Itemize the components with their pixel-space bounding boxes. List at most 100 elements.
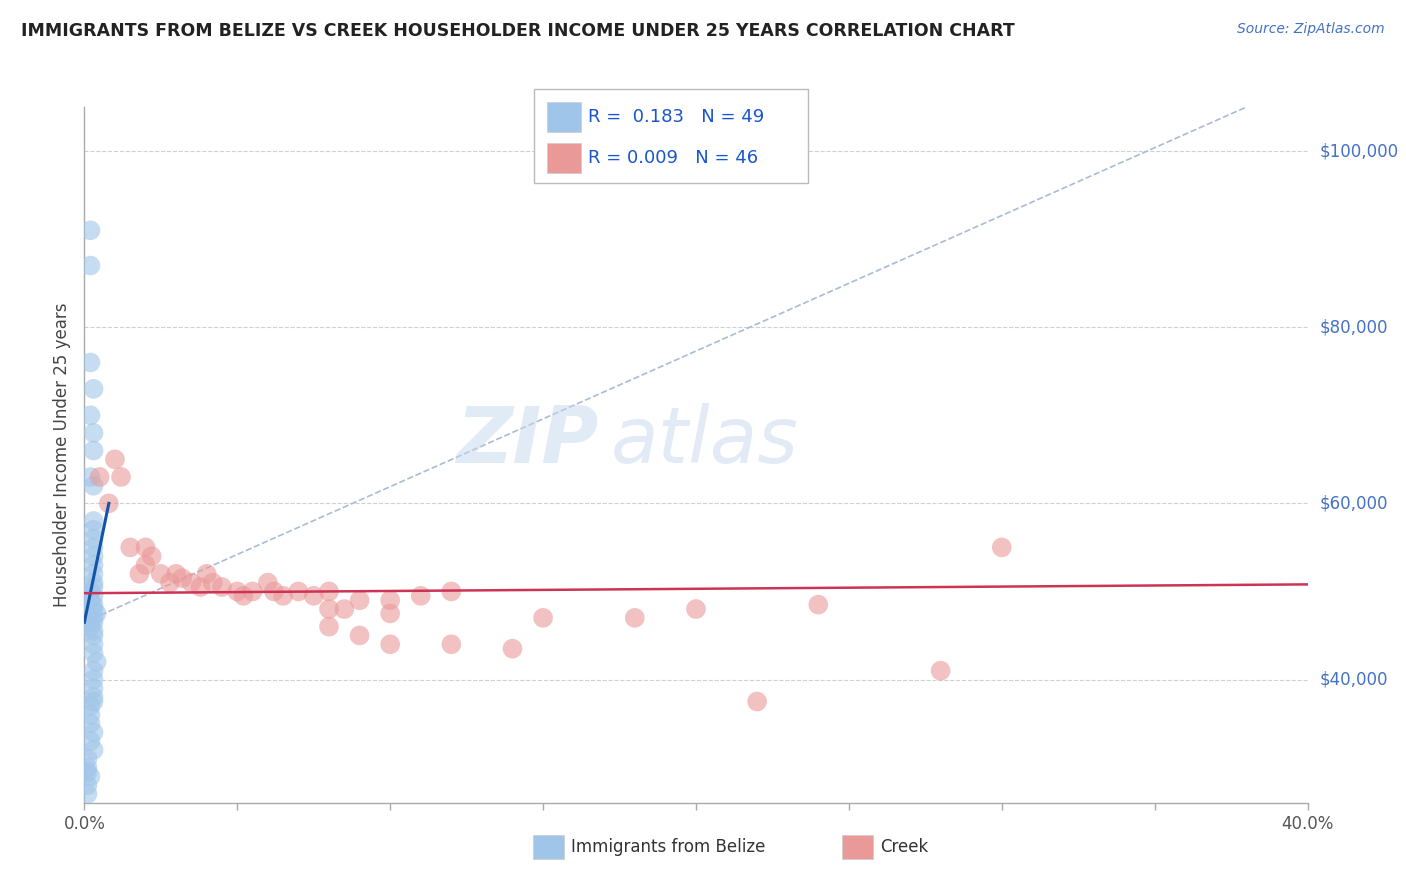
Text: atlas: atlas (610, 403, 799, 479)
Point (79, 734, 101, 748)
Point (83, 425, 105, 440)
Point (83, 673, 105, 687)
Point (409, 589, 432, 603)
Point (89, 470, 111, 484)
Text: ZIP: ZIP (456, 403, 598, 479)
Point (76, 764, 98, 779)
Point (318, 584, 340, 599)
Point (271, 589, 294, 603)
Point (380, 593, 402, 607)
Point (807, 598, 830, 612)
Point (79, 698, 101, 713)
Point (79, 769, 101, 783)
Point (685, 602, 707, 616)
Point (79, 259, 101, 273)
Point (333, 602, 356, 616)
Point (135, 541, 157, 555)
Text: $40,000: $40,000 (1320, 671, 1388, 689)
Point (79, 470, 101, 484)
Point (83, 549, 105, 564)
Point (83, 743, 105, 757)
Point (79, 409, 101, 423)
Point (83, 532, 105, 546)
Point (83, 664, 105, 678)
Point (79, 584, 101, 599)
Point (318, 620, 340, 634)
Point (180, 575, 202, 590)
Point (76, 761, 98, 775)
Point (83, 681, 105, 696)
Point (83, 646, 105, 660)
Point (349, 628, 371, 642)
Point (83, 479, 105, 493)
Text: $80,000: $80,000 (1320, 318, 1388, 336)
Point (190, 580, 212, 594)
Point (302, 589, 325, 603)
Point (747, 694, 769, 708)
Point (83, 580, 105, 594)
Point (83, 523, 105, 537)
Point (79, 707, 101, 722)
Text: R = 0.009   N = 46: R = 0.009 N = 46 (588, 149, 758, 167)
Point (83, 725, 105, 739)
Point (128, 566, 150, 581)
Point (120, 541, 142, 555)
Point (97, 496, 120, 510)
Point (83, 514, 105, 528)
Point (83, 628, 105, 642)
Point (287, 584, 309, 599)
Point (531, 611, 554, 625)
Text: R =  0.183   N = 49: R = 0.183 N = 49 (588, 108, 763, 126)
Point (318, 602, 340, 616)
Point (159, 575, 181, 590)
Point (165, 566, 187, 581)
Point (929, 664, 952, 678)
Y-axis label: Householder Income Under 25 years: Householder Income Under 25 years (53, 302, 72, 607)
Point (211, 580, 233, 594)
Point (349, 593, 371, 607)
Point (195, 566, 218, 581)
Point (991, 541, 1014, 555)
Point (232, 589, 254, 603)
Point (172, 571, 194, 585)
Point (624, 611, 647, 625)
Text: Source: ZipAtlas.com: Source: ZipAtlas.com (1237, 22, 1385, 37)
Point (226, 584, 249, 599)
Point (79, 716, 101, 731)
Point (201, 575, 224, 590)
Point (263, 584, 285, 599)
Point (83, 690, 105, 705)
Point (440, 637, 463, 651)
Point (83, 694, 105, 708)
Text: Immigrants from Belize: Immigrants from Belize (571, 838, 765, 856)
Point (83, 575, 105, 590)
Point (79, 593, 101, 607)
Point (83, 615, 105, 630)
Point (76, 787, 98, 801)
Point (83, 624, 105, 638)
Point (104, 452, 127, 467)
Point (76, 778, 98, 792)
Text: Creek: Creek (880, 838, 928, 856)
Point (380, 607, 402, 621)
Point (79, 620, 101, 634)
Point (86, 655, 108, 669)
Point (83, 558, 105, 572)
Point (83, 611, 105, 625)
Point (79, 355, 101, 369)
Point (83, 443, 105, 458)
Point (110, 470, 132, 484)
Point (502, 641, 524, 656)
Point (86, 607, 108, 621)
Point (380, 637, 402, 651)
Point (83, 566, 105, 581)
Point (242, 584, 264, 599)
Point (76, 752, 98, 766)
Text: IMMIGRANTS FROM BELIZE VS CREEK HOUSEHOLDER INCOME UNDER 25 YEARS CORRELATION CH: IMMIGRANTS FROM BELIZE VS CREEK HOUSEHOL… (21, 22, 1015, 40)
Point (83, 541, 105, 555)
Text: $100,000: $100,000 (1320, 142, 1399, 160)
Point (83, 637, 105, 651)
Point (83, 602, 105, 616)
Point (83, 598, 105, 612)
Text: $60,000: $60,000 (1320, 494, 1388, 512)
